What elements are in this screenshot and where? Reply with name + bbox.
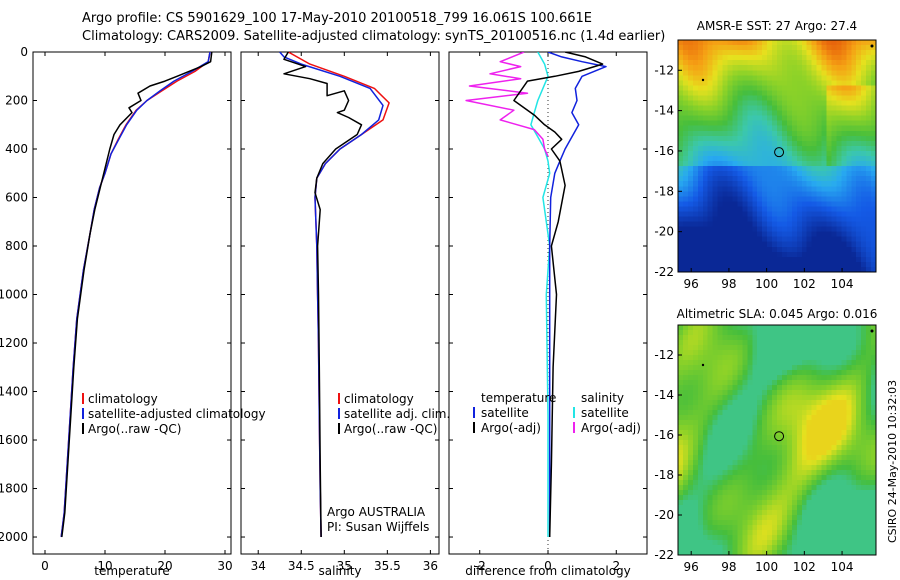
island-marker [701,363,705,367]
legend-label: Argo(-adj) [581,421,641,435]
x-tick-label: 96 [684,277,699,291]
x-tick-label: 102 [793,560,816,574]
x-tick-label: 98 [721,560,736,574]
credit-text: CSIRO 24-May-2010 10:32:03 [886,379,899,543]
map-sla: Altimetric SLA: 0.045 Argo: 0.016 96 98 100… [654,307,877,574]
x-tick-label: 34 [251,559,266,573]
temperature-axes-frame [32,51,232,555]
x-tick-label: 100 [755,277,778,291]
y-tick-label: 400 [5,142,28,156]
y-tick-label: 1800 [0,482,28,496]
x-tick-label: 10 [97,559,112,573]
source-annotation: PI: Susan Wijffels [327,520,429,534]
x-tick-label: 35 [337,559,352,573]
island-marker [701,78,705,82]
legend-label: Argo(..raw -QC) [88,422,181,436]
difference-series-temperature-argo-adj [513,52,604,538]
y-tick-label: -22 [654,548,674,562]
legend-label: Argo(..raw -QC) [344,422,437,436]
y-tick-label: 800 [5,239,28,253]
y-tick-label: 1200 [0,336,28,350]
sla-color-field [678,325,877,556]
y-tick-label: 1400 [0,385,28,399]
sst-map-title: AMSR-E SST: 27 Argo: 27.4 [697,19,857,33]
y-tick-label: -14 [654,104,674,118]
temperature-series-climatology [60,52,211,538]
y-tick-label: -22 [654,265,674,279]
x-tick-label: 104 [831,560,854,574]
profile-panels: 0 10 20 30020040060080010001200140016001800… [0,45,648,578]
y-tick-label: -16 [654,428,674,442]
y-tick-label: 1600 [0,433,28,447]
map-sst: AMSR-E SST: 27 Argo: 27.4 96 98 100 102 104 -1… [654,19,877,291]
island-marker [870,329,874,333]
y-tick-label: -16 [654,144,674,158]
island-marker [870,44,874,48]
x-tick-label: 98 [721,277,736,291]
y-tick-label: 0 [20,45,28,59]
legend-title-salinity: salinity [581,391,624,405]
x-tick-label: 0 [544,559,552,573]
legend-label: satellite-adjusted climatology [88,407,266,421]
y-tick-label: -14 [654,388,674,402]
legend-label: climatology [344,392,414,406]
difference-x-axis-label: difference from climatology [465,564,631,578]
x-tick-label: 34.5 [288,559,315,573]
sla-map-frame [677,324,877,556]
legend-title-temperature: temperature [481,391,556,405]
x-tick-label: 100 [755,560,778,574]
x-tick-label: 96 [684,560,699,574]
x-tick-label: 35.5 [374,559,401,573]
salinity-series-argo-raw-qc [283,52,363,538]
y-tick-label: -20 [654,508,674,522]
figure-title-line-2: Climatology: CARS2009. Satellite-adjuste… [82,29,666,44]
y-tick-label: -20 [654,225,674,239]
chart-temperature: 0 10 20 30 0 200 400 600 800 1000 1200 1400 1600 1800… [0,45,266,578]
x-tick-label: 36 [423,559,438,573]
x-tick-label: 30 [217,559,232,573]
y-tick-label: 2000 [0,530,28,544]
y-tick-label: -12 [654,63,674,77]
chart-salinity: 34 34.5 35 35.5 36 salinity climatologysatelli… [240,51,450,578]
salinity-x-axis-label: salinity [318,564,361,578]
y-tick-label: 200 [5,94,28,108]
legend-label: satellite [581,406,629,420]
salinity-axes-frame [240,51,440,555]
y-tick-label: -18 [654,468,674,482]
temperature-x-axis-label: temperature [94,564,169,578]
x-tick-label: -2 [474,559,486,573]
x-tick-label: 20 [157,559,172,573]
map-panels: AMSR-E SST: 27 Argo: 27.4 96 98 100 102 104 -1… [654,19,877,574]
salinity-series-satellite-adj-clim [279,52,384,538]
legend-label: Argo(-adj) [481,421,541,435]
temperature-series-satellite-adjusted-climatology [60,52,211,538]
legend-label: satellite [481,406,529,420]
y-tick-label: 1000 [0,288,28,302]
argo-float-marker [774,431,785,442]
y-tick-label: -18 [654,184,674,198]
legend-label: climatology [88,392,158,406]
y-tick-label: -12 [654,348,674,362]
y-tick-label: 600 [5,191,28,205]
sst-color-field [678,40,877,273]
x-tick-label: 0 [41,559,49,573]
legend-label: satellite adj. clim. [344,407,450,421]
x-tick-label: 102 [793,277,816,291]
difference-series-salinity-argo-adj [465,52,549,157]
figure-title-line-1: Argo profile: CS 5901629_100 17-May-2010… [82,11,592,26]
source-annotation: Argo AUSTRALIA [327,505,426,519]
x-tick-label: 104 [831,277,854,291]
argo-float-marker [774,147,785,158]
x-tick-label: 2 [612,559,620,573]
sst-map-frame [677,39,877,273]
sla-map-title: Altimetric SLA: 0.045 Argo: 0.016 [677,307,878,321]
difference-series-salinity-satellite [530,52,551,537]
temperature-series-argo-raw-qc [61,52,213,538]
